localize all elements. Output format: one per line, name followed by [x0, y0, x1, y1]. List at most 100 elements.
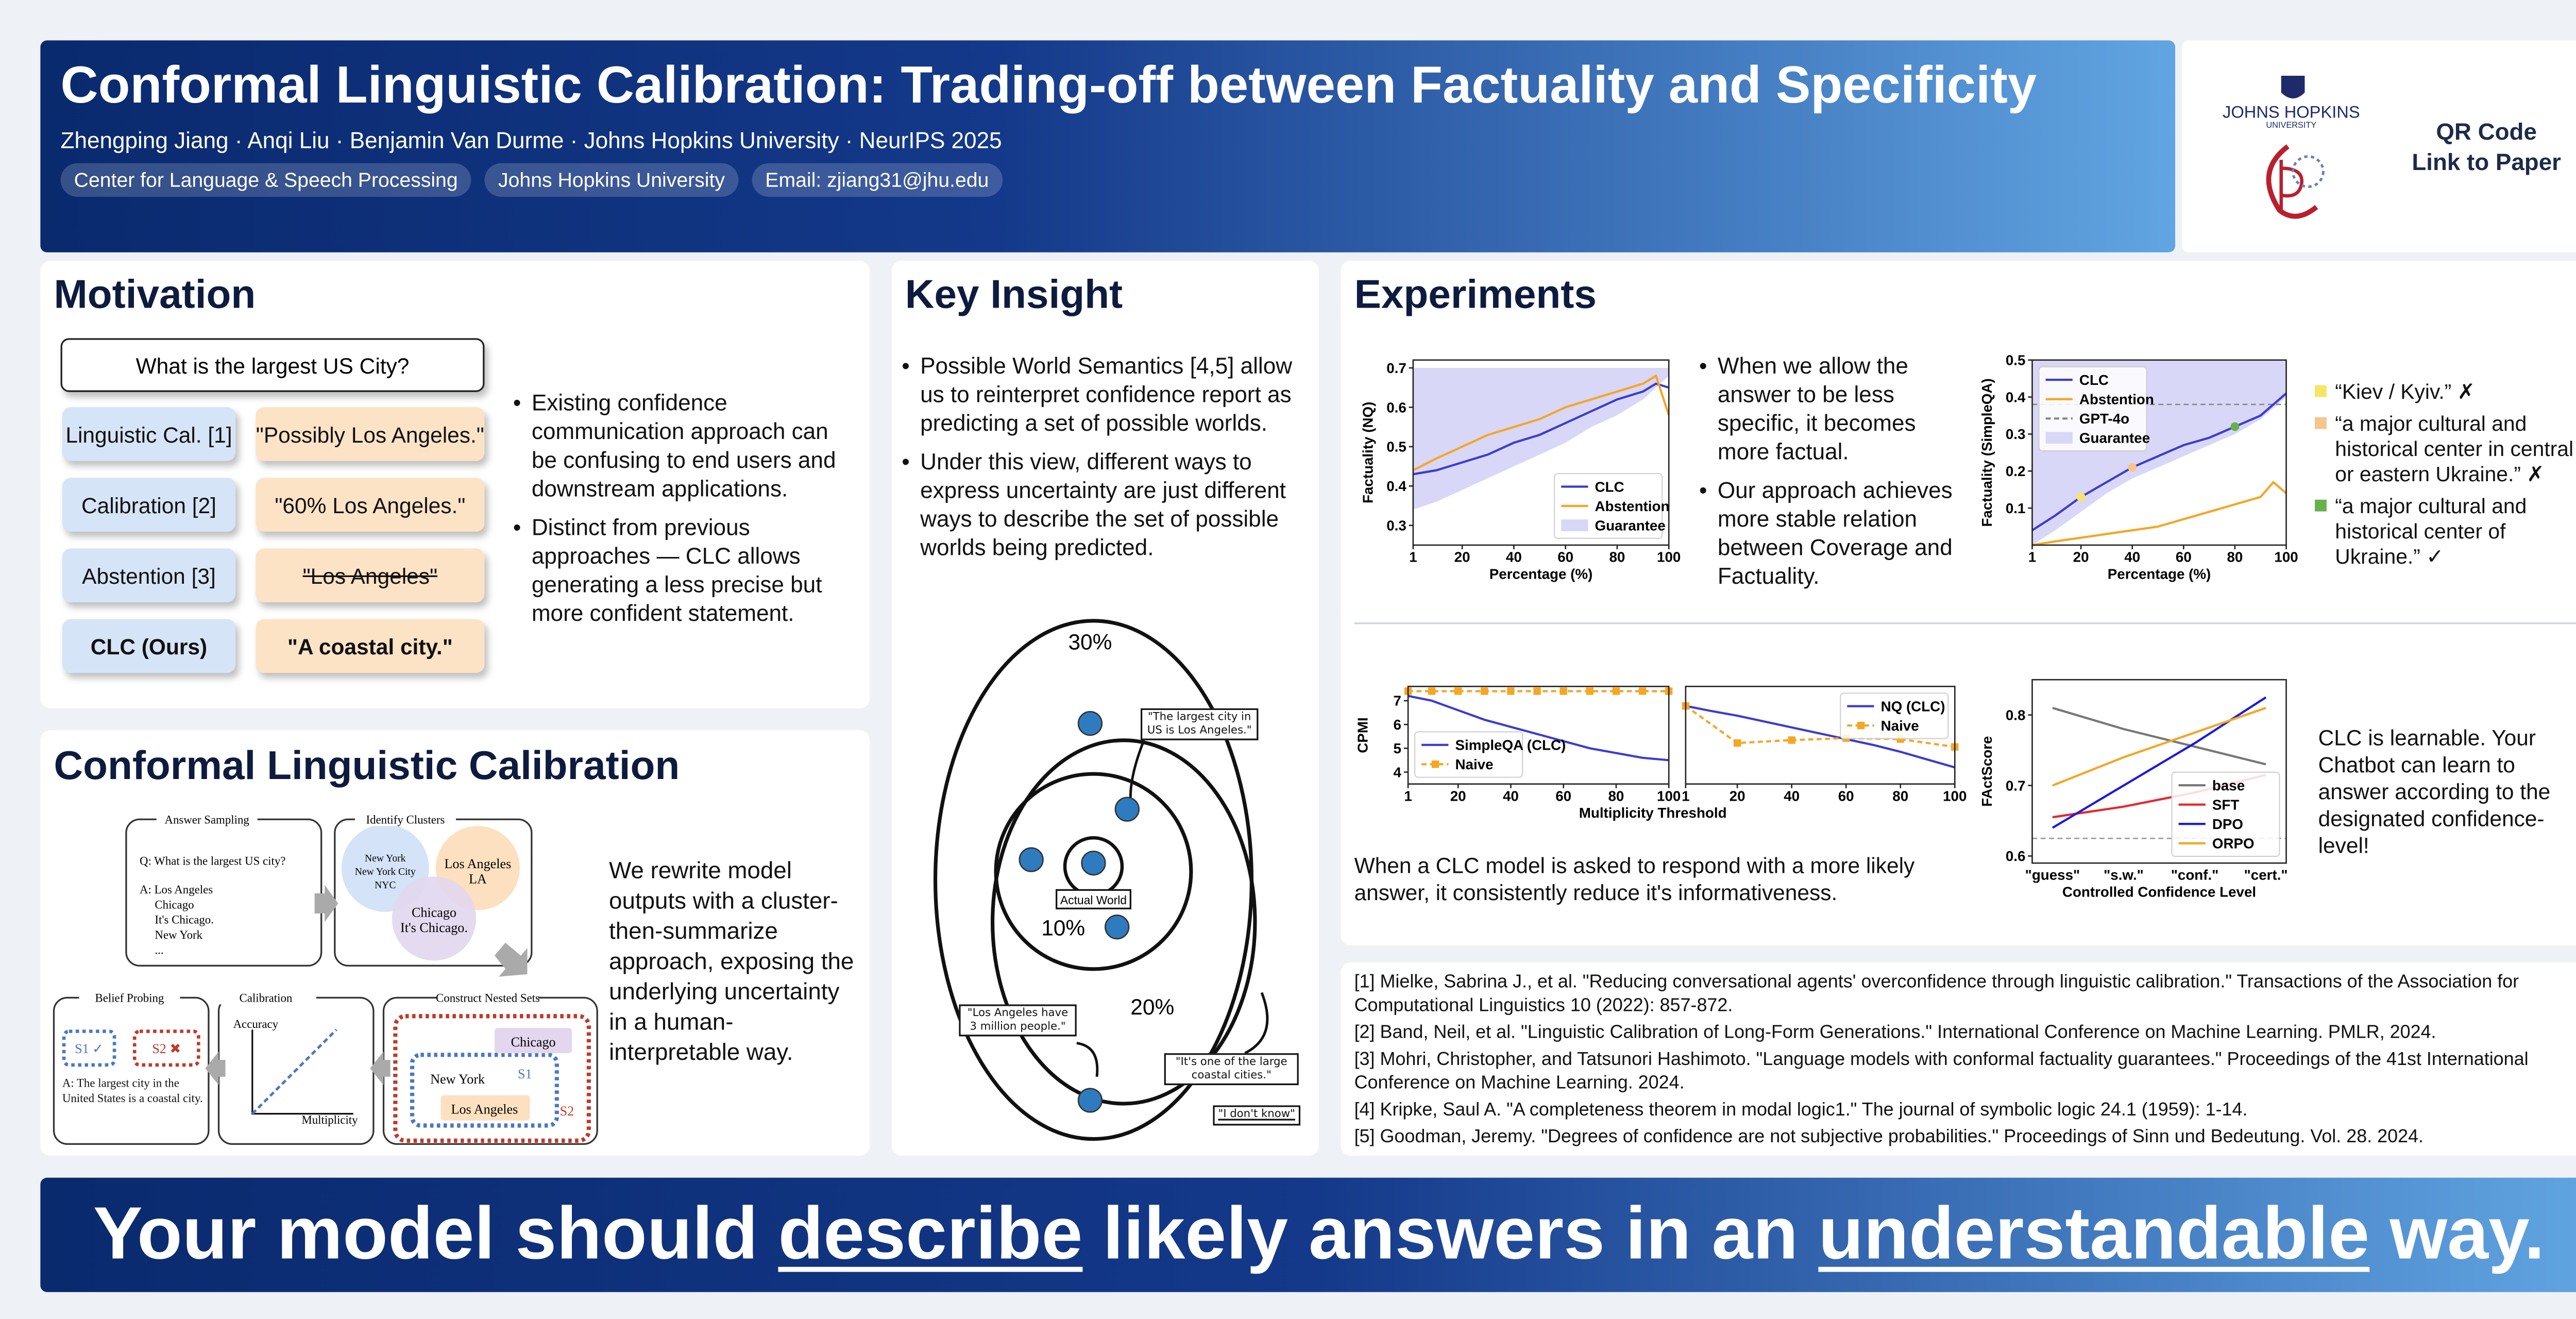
nested-set [410, 1053, 559, 1128]
series-marker [1481, 687, 1488, 695]
question: Q: What is the largest US city? [140, 854, 285, 867]
x-tick-label: 100 [1657, 788, 1681, 804]
calibration-curve [251, 1028, 337, 1115]
y-tick-label: 0.4 [2006, 389, 2026, 405]
clsp-logo [2266, 144, 2318, 219]
clsp-logo [2292, 155, 2325, 188]
x-tick-label: 1 [2028, 549, 2036, 565]
plot-frame [2031, 359, 2287, 546]
bullet: Our approach achieves more stable relati… [1699, 476, 1960, 590]
footer-banner: Your model should describe likely answers … [40, 1177, 2576, 1292]
y-axis-label: CPMI [1355, 717, 1371, 753]
example-list: “Kiev / Kyiv.” ✗ “a major cultural and hi… [2315, 380, 2576, 577]
arrow [1076, 739, 1269, 1077]
x-axis-label: Controlled Confidence Level [2062, 884, 2256, 900]
arrow [314, 885, 338, 922]
series-marker [1560, 687, 1567, 695]
example-box: "Los Angeles" [256, 548, 485, 602]
y-tick-label: 0.6 [1386, 399, 1406, 415]
world-set [994, 772, 1193, 971]
footer-segment: way. [2389, 1193, 2545, 1276]
caption: When a CLC model is asked to respond wit… [1354, 853, 1915, 905]
y-tick-label: 0.1 [2006, 500, 2026, 516]
series-line [1412, 374, 1670, 471]
cluster-member: It's Chicago. [400, 920, 468, 935]
y-tick-label: 0.4 [1386, 478, 1406, 494]
logo-text: JOHNS HOPKINS [2223, 103, 2360, 122]
globe [1081, 850, 1106, 876]
x-tick-label: "conf." [2171, 867, 2219, 883]
world-probability: 10% [1041, 916, 1085, 940]
series-marker [1586, 687, 1594, 695]
x-tick-label: 40 [1503, 788, 1519, 804]
legend-box [1840, 692, 1949, 739]
section-title: Experiments [1354, 272, 1597, 318]
legend-label: CLC [1595, 479, 1624, 495]
arrow [495, 942, 528, 977]
tag-row: Center for Language & Speech Processing J… [60, 163, 1003, 197]
x-tick-label: 60 [1557, 549, 1573, 565]
actual-world-label: Actual World [1060, 893, 1127, 907]
shield [2281, 75, 2305, 99]
x-tick-label: 60 [2176, 549, 2192, 565]
reference: [4] Kripke, Saul A. "A completeness theo… [1354, 1100, 2248, 1121]
cluster-member: New York [365, 853, 406, 864]
y-tick-label: 0.8 [2006, 707, 2026, 723]
section-title: Key Insight [905, 272, 1123, 318]
quote: "It's one of the large coastal cities." [1164, 1053, 1299, 1086]
legend-swatch [1561, 519, 1588, 532]
y-tick-label: 6 [1394, 717, 1401, 733]
quote-box: "It's one of the large coastal cities." [1164, 1053, 1299, 1086]
example-box: "A coastal city." [256, 619, 485, 673]
highlight-point [2128, 463, 2137, 472]
cluster-member: Chicago [412, 905, 456, 920]
legend-label: SimpleQA (CLC) [1455, 737, 1566, 753]
caption: CLC is learnable. Your Chatbot can learn… [2318, 725, 2551, 858]
bullet-list: Existing confidence communication approa… [513, 388, 858, 637]
footer-segment: Your model should [93, 1193, 758, 1276]
footer-segment: describe [778, 1193, 1083, 1276]
legend-label: Naive [1455, 756, 1493, 772]
example-swatch [2315, 385, 2327, 397]
example: “a major cultural and historical center … [2315, 495, 2576, 570]
section-title: Motivation [54, 272, 256, 318]
references-panel [1341, 962, 2576, 1156]
poster-title: Conformal Linguistic Calibration: Tradin… [60, 55, 2037, 115]
set-label: New York [430, 1072, 485, 1087]
x-axis-label: Percentage (%) [2108, 566, 2211, 582]
answer: New York [155, 928, 202, 941]
quote: "Los Angeles have 3 million people." [959, 1004, 1077, 1037]
answer: ... [155, 943, 163, 956]
legend-box [2038, 366, 2147, 452]
x-tick-label: 80 [2227, 549, 2243, 565]
y-tick-label: 0.2 [2006, 463, 2026, 479]
chart: 1 20 40 60 80 100 NQ (CLC) Naive [1682, 685, 1967, 804]
bullet: Existing confidence communication approa… [513, 388, 858, 503]
series-marker [1507, 687, 1515, 695]
reference: [5] Goodman, Jeremy. "Degrees of confide… [1354, 1127, 2424, 1147]
series-line [1413, 382, 1669, 476]
series-line [2052, 706, 2266, 787]
x-tick-label: 80 [1609, 549, 1625, 565]
legend-swatch [2045, 432, 2073, 444]
x-axis-label: Multiplicity Threshold [1579, 804, 1727, 821]
globe [1077, 1088, 1103, 1113]
series-line [1408, 695, 1669, 762]
plot-frame [1685, 685, 1956, 785]
legend-label: base [2212, 777, 2245, 793]
authors: Zhengping Jiang · Anqi Liu · Benjamin Va… [60, 128, 1002, 154]
qr-label: Link to Paper [2412, 148, 2561, 175]
x-tick-label: "cert." [2244, 867, 2288, 883]
axis-label: Accuracy [233, 1018, 279, 1030]
y-tick-label: 0.3 [1386, 518, 1406, 534]
divider [1354, 622, 2576, 624]
x-tick-label: 1 [1404, 788, 1412, 804]
y-axis-label: Factuality (SimpleQA) [1979, 378, 1995, 527]
series-marker [1788, 736, 1795, 744]
world-set [990, 738, 1257, 1106]
answer: It's Chicago. [155, 914, 214, 926]
legend-label: ORPO [2212, 836, 2255, 852]
example: “Kiev / Kyiv.” ✗ [2315, 380, 2576, 405]
